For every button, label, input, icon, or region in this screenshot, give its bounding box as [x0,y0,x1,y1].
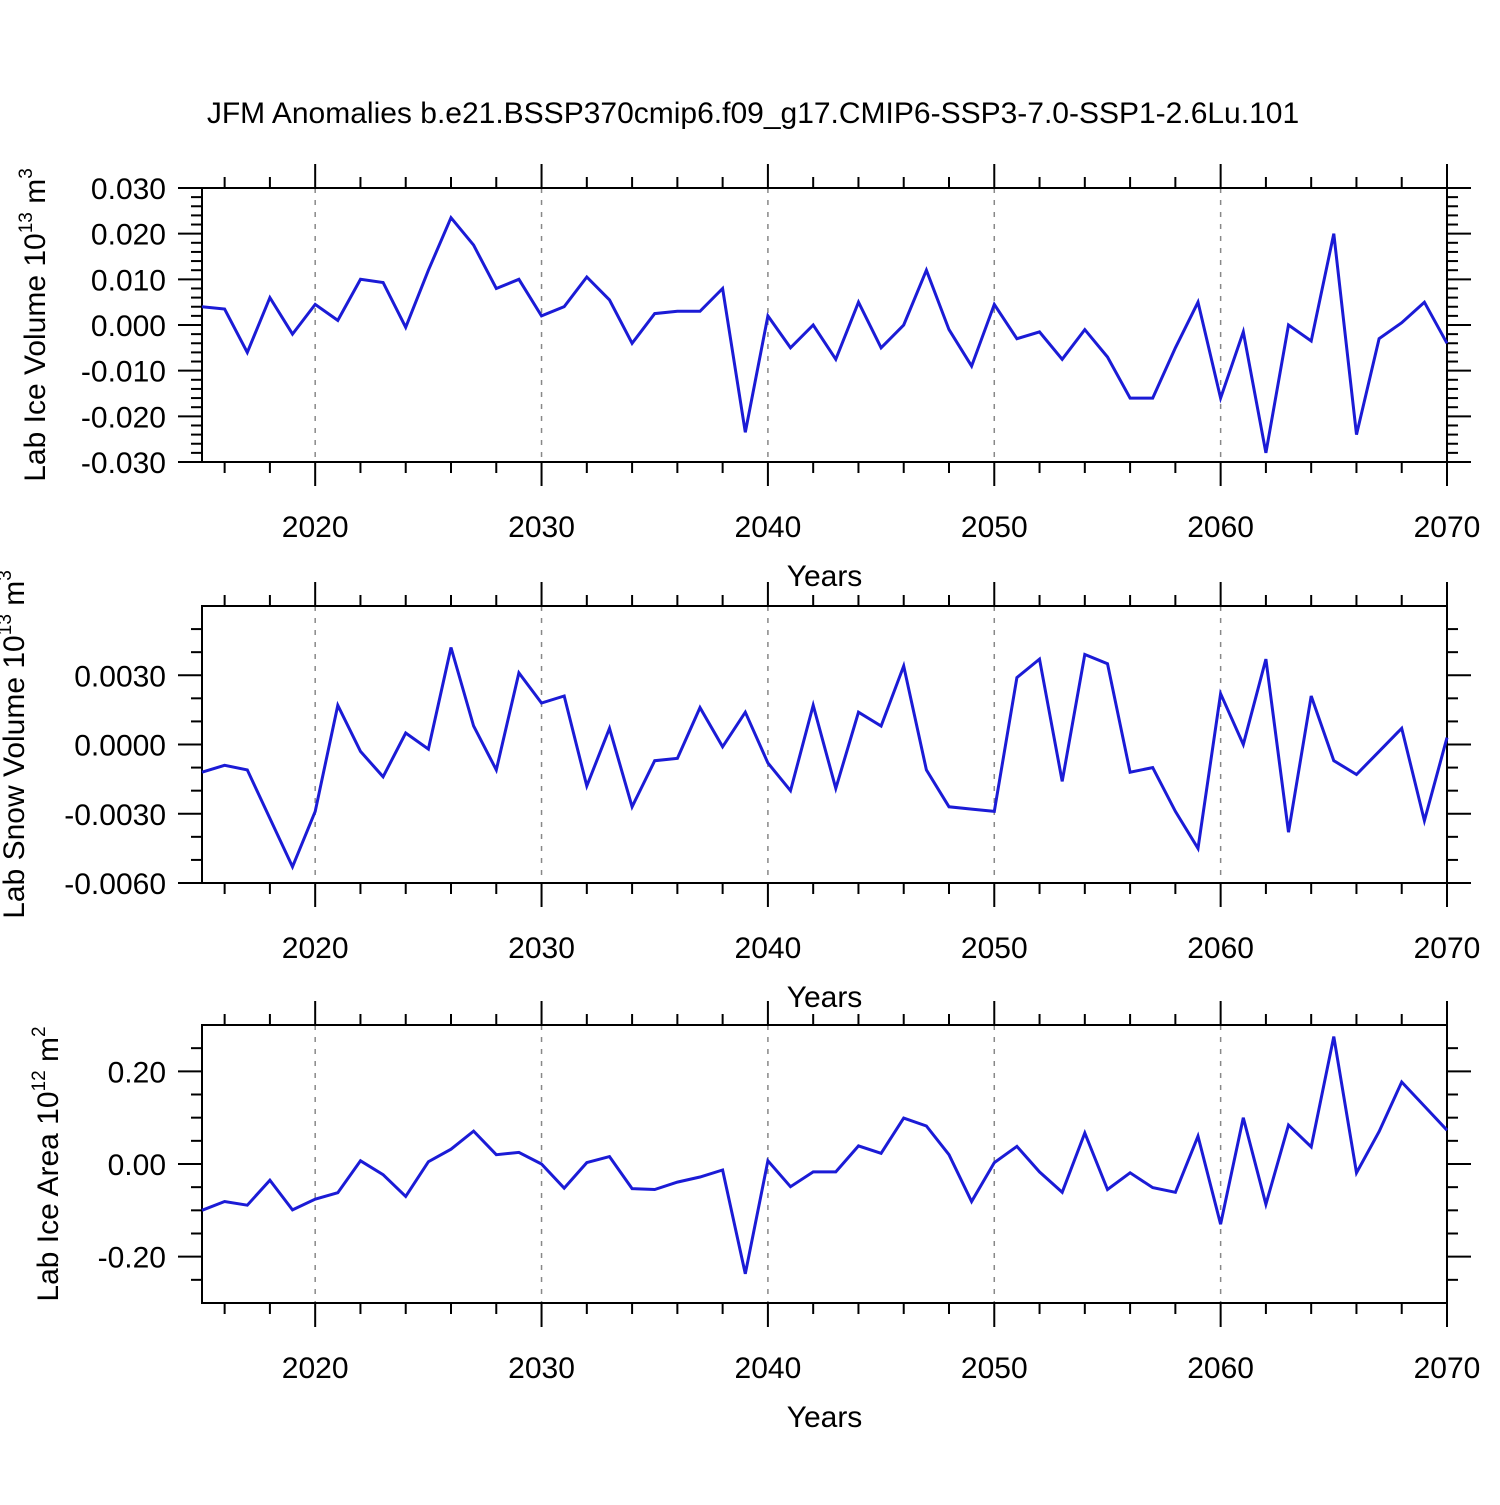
y-tick-label: -0.0030 [64,799,166,832]
superscript: 3 [0,570,16,581]
y-tick-label: -0.030 [81,447,166,480]
y-tick-label: 0.030 [91,173,166,206]
figure-title: JFM Anomalies b.e21.BSSP370cmip6.f09_g17… [207,97,1299,130]
y-tick-label: 0.20 [108,1056,166,1089]
data-line-lab-ice-area [201,1036,1449,1275]
x-tick-label: 2050 [961,1352,1028,1385]
panels-root: 2020 2030 2040 2050 2060 2070 0.030 0.020 0.010 0… [0,164,1480,1434]
y-tick-label: -0.020 [81,401,166,434]
x-tick-label: 2060 [1187,932,1254,965]
x-tick-label: 2070 [1414,932,1481,965]
x-tick-label: 2070 [1414,511,1481,544]
superscript: 2 [29,1026,50,1037]
x-tick-label: 2060 [1187,1352,1254,1385]
x-tick-label: 2040 [735,932,802,965]
y-tick-label: -0.0060 [64,868,166,901]
x-tick-label: 2030 [508,1352,575,1385]
y-tick-label: 0.000 [91,310,166,343]
x-tick-label: 2020 [282,511,349,544]
panel-lab-ice-area: 2020 2030 2040 2050 2060 2070 0.20 0.00 -0.20 Yea… [29,1001,1480,1434]
y-tick-label: -0.010 [81,356,166,389]
superscript: 13 [0,614,16,635]
data-line-lab-snow-volume [201,647,1449,871]
y-axis-title: Lab Ice Area 1012 m2 [29,1026,65,1301]
x-tick-label: 2050 [961,932,1028,965]
panel-lab-snow-volume: 2020 2030 2040 2050 2060 2070 0.0030 0.0000 -0.0… [0,570,1480,1014]
y-tick-label: 0.00 [108,1149,166,1182]
y-tick-label: 0.0030 [74,660,166,693]
data-line-lab-ice-volume [201,214,1449,454]
superscript: 12 [29,1070,50,1091]
x-tick-label: 2060 [1187,511,1254,544]
x-tick-label: 2040 [735,511,802,544]
y-tick-label: 0.010 [91,264,166,297]
x-tick-label: 2070 [1414,1352,1481,1385]
plot-border [201,1024,1448,1304]
x-tick-label: 2030 [508,932,575,965]
x-tick-label: 2030 [508,511,575,544]
x-axis-title: Years [787,560,863,593]
y-tick-label: 0.0000 [74,730,166,763]
y-tick-label: 0.020 [91,219,166,252]
x-axis-title: Years [787,981,863,1014]
x-tick-label: 2050 [961,511,1028,544]
y-axis-title: Lab Ice Volume 1013 m3 [16,168,52,482]
y-tick-label: -0.20 [98,1242,166,1275]
x-tick-label: 2040 [735,1352,802,1385]
superscript: 13 [16,212,37,233]
panel-lab-ice-volume: 2020 2030 2040 2050 2060 2070 0.030 0.020 0.010 0… [16,164,1480,593]
superscript: 3 [16,168,37,179]
x-tick-label: 2020 [282,1352,349,1385]
y-axis-title: Lab Snow Volume 1013 m3 [0,570,31,919]
x-tick-label: 2020 [282,932,349,965]
x-axis-title: Years [787,1401,863,1434]
